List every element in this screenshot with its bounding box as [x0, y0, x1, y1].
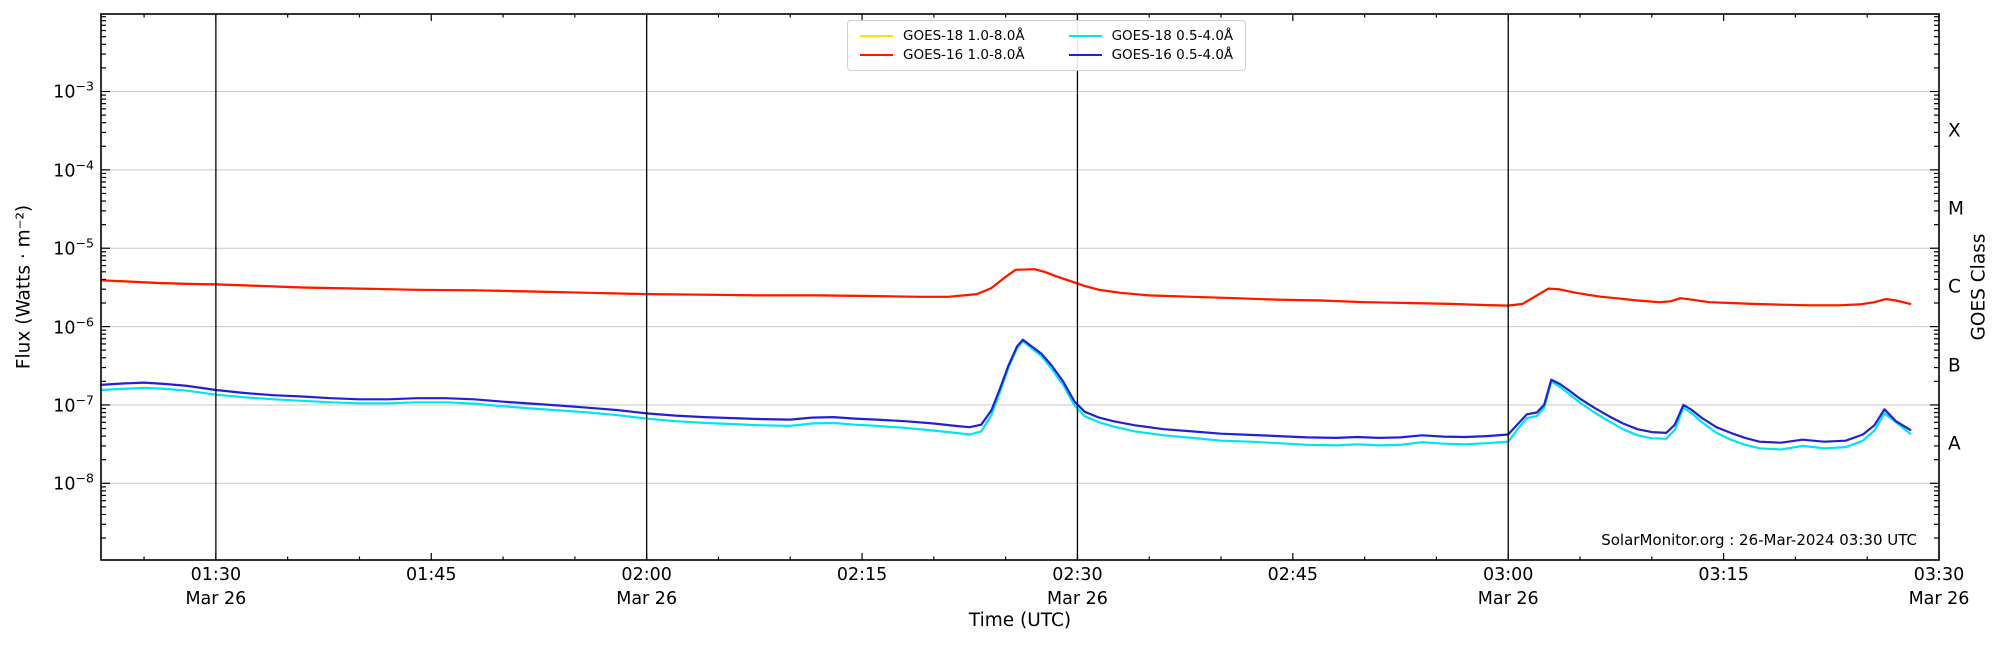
- x-tick-label: 01:30 Mar 26: [185, 565, 247, 609]
- legend-line-swatch: [860, 54, 893, 56]
- x-tick-label: 02:15: [836, 565, 888, 585]
- series-line: [99, 338, 1912, 444]
- y-tick-label: 10−4: [53, 157, 94, 182]
- x-tick-label: 03:00 Mar 26: [1477, 565, 1539, 609]
- legend-line-swatch: [860, 35, 893, 37]
- legend-line-swatch: [1068, 35, 1102, 37]
- y-tick-label: 10−7: [53, 392, 94, 417]
- legend-line-swatch: [1068, 54, 1102, 56]
- y-tick-label: 10−6: [53, 314, 94, 339]
- y-axis-label-flux: Flux (Watts · m⁻²): [13, 204, 35, 370]
- legend-item: GOES-16 1.0-8.0Å: [860, 47, 1025, 63]
- legend-item: GOES-18 1.0-8.0Å: [860, 28, 1025, 44]
- x-tick-label: 02:45: [1267, 565, 1319, 585]
- x-tick-label: 02:30 Mar 26: [1047, 565, 1108, 609]
- legend-item-label: GOES-16 0.5-4.0Å: [1111, 47, 1234, 63]
- legend-item-label: GOES-16 1.0-8.0Å: [903, 47, 1025, 63]
- legend-item-label: GOES-18 1.0-8.0Å: [903, 28, 1025, 44]
- series-line: [99, 268, 1912, 307]
- x-axis-label: Time (UTC): [968, 610, 1072, 631]
- watermark-text: SolarMonitor.org : 26-Mar-2024 03:30 UTC: [1601, 531, 1917, 549]
- y-tick-label: 10−3: [53, 79, 94, 103]
- goes-class-label: C: [1948, 276, 1961, 298]
- x-tick-label: 03:30 Mar 26: [1908, 565, 1970, 609]
- legend-item: GOES-18 0.5-4.0Å: [1068, 28, 1234, 44]
- legend-item-label: GOES-18 0.5-4.0Å: [1111, 28, 1234, 44]
- y-axis-label-goes-class: GOES Class: [1968, 233, 1990, 341]
- plot-frame: [100, 13, 1940, 561]
- goes-class-label: A: [1948, 433, 1961, 455]
- goes-class-label: X: [1948, 120, 1961, 142]
- y-tick-label: 10−5: [53, 235, 94, 260]
- x-tick-label: 03:15: [1698, 565, 1749, 585]
- y-tick-label: 10−8: [53, 470, 94, 495]
- x-tick-label: 01:45: [406, 565, 457, 585]
- goes-class-label: B: [1948, 355, 1961, 377]
- series-line: [99, 340, 1912, 451]
- legend-item: GOES-16 0.5-4.0Å: [1068, 47, 1234, 63]
- goes-class-label: M: [1948, 198, 1964, 220]
- x-tick-label: 02:00 Mar 26: [616, 565, 678, 609]
- legend: GOES-18 1.0-8.0Å GOES-16 1.0-8.0Å GOES-18 …: [847, 20, 1247, 71]
